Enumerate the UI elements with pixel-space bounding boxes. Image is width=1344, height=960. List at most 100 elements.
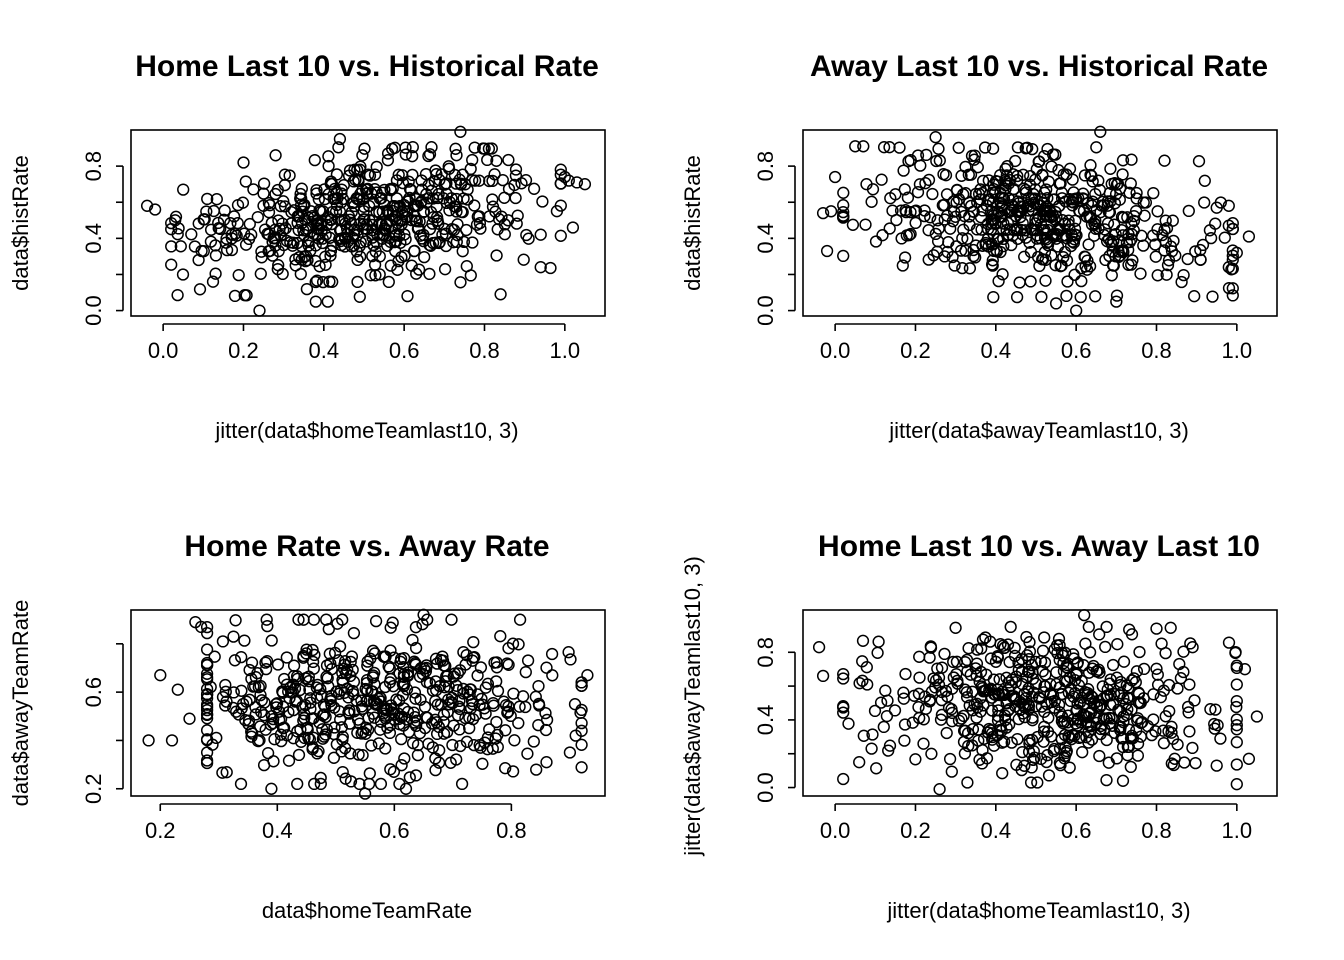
scatter-point bbox=[247, 183, 260, 196]
scatter-point bbox=[897, 164, 910, 177]
scatter-point bbox=[1078, 250, 1091, 263]
scatter-point bbox=[837, 706, 850, 719]
scatter-point bbox=[828, 170, 842, 184]
scatter-point bbox=[546, 669, 559, 682]
scatter-point bbox=[324, 657, 337, 670]
scatter-point bbox=[254, 688, 267, 702]
scatter-point bbox=[943, 752, 957, 766]
scatter-point bbox=[433, 236, 446, 249]
scatter-point bbox=[1113, 249, 1127, 262]
scatter-point bbox=[512, 716, 525, 730]
scatter-point bbox=[879, 684, 892, 697]
scatter-point bbox=[1111, 638, 1124, 651]
scatter-point bbox=[1175, 275, 1188, 289]
x-axis-label: jitter(data$awayTeamlast10, 3) bbox=[888, 418, 1189, 443]
scatter-point bbox=[335, 721, 348, 734]
scatter-point bbox=[1012, 712, 1025, 726]
scatter-point bbox=[1068, 268, 1081, 281]
scatter-point bbox=[904, 227, 917, 241]
scatter-point bbox=[918, 204, 931, 217]
scatter-point bbox=[165, 258, 178, 271]
scatter-point bbox=[334, 713, 347, 726]
scatter-point bbox=[1078, 608, 1091, 622]
scatter-point bbox=[945, 715, 959, 728]
scatter-point bbox=[1055, 646, 1069, 660]
scatter-point bbox=[366, 214, 379, 227]
scatter-point bbox=[463, 721, 476, 735]
scatter-point bbox=[1069, 214, 1082, 227]
scatter-point bbox=[1008, 224, 1021, 237]
scatter-point bbox=[447, 719, 460, 732]
scatter-point bbox=[874, 696, 888, 709]
scatter-point bbox=[1038, 705, 1051, 718]
scatter-point bbox=[563, 746, 577, 759]
scatter-point bbox=[351, 275, 364, 289]
scatter-point bbox=[846, 218, 860, 231]
scatter-point bbox=[545, 647, 559, 661]
scatter-point bbox=[208, 650, 221, 663]
scatter-point bbox=[260, 655, 274, 668]
y-axis: 0.0 0.4 0.8 bbox=[753, 151, 796, 326]
scatter-point bbox=[1094, 727, 1107, 741]
scatter-point bbox=[1023, 645, 1037, 658]
scatter-point bbox=[307, 662, 320, 675]
scatter-point bbox=[1053, 706, 1066, 719]
scatter-point bbox=[1110, 671, 1124, 684]
scatter-point bbox=[451, 218, 464, 231]
scatter-point bbox=[1041, 725, 1055, 738]
scatter-point bbox=[260, 613, 273, 626]
scatter-point bbox=[575, 761, 588, 774]
scatter-point bbox=[1062, 214, 1075, 227]
scatter-point bbox=[978, 684, 991, 698]
scatter-point bbox=[1067, 196, 1080, 209]
scatter-point bbox=[994, 186, 1007, 200]
scatter-point bbox=[412, 263, 426, 276]
scatter-point bbox=[1125, 703, 1138, 716]
scatter-point bbox=[423, 148, 437, 161]
scatter-point bbox=[468, 650, 481, 664]
scatter-point bbox=[884, 192, 897, 205]
scatter-point bbox=[378, 183, 391, 197]
scatter-point bbox=[177, 183, 190, 196]
scatter-point bbox=[309, 295, 322, 308]
y-axis: 0.0 0.4 0.8 bbox=[81, 151, 124, 326]
scatter-point bbox=[1242, 752, 1256, 765]
scatter-point bbox=[292, 613, 305, 626]
scatter-point bbox=[450, 753, 463, 766]
scatter-point bbox=[409, 657, 422, 670]
scatter-point bbox=[521, 747, 534, 760]
scatter-point bbox=[460, 223, 473, 237]
scatter-point bbox=[530, 763, 543, 776]
scatter-point bbox=[376, 205, 389, 218]
scatter-point bbox=[1155, 637, 1168, 650]
y-tick-label: 0.4 bbox=[81, 223, 106, 254]
scatter-point bbox=[268, 223, 282, 236]
scatter-point bbox=[370, 236, 383, 249]
scatter-point bbox=[376, 186, 389, 199]
scatter-point bbox=[283, 169, 296, 182]
scatter-point bbox=[268, 232, 282, 245]
scatter-point bbox=[451, 709, 465, 722]
scatter-point bbox=[926, 187, 939, 201]
scatter-point bbox=[1034, 655, 1048, 668]
scatter-point bbox=[332, 141, 345, 154]
scatter-point bbox=[507, 687, 520, 700]
scatter-point bbox=[982, 240, 995, 253]
scatter-point bbox=[320, 613, 333, 626]
scatter-point bbox=[467, 738, 481, 752]
scatter-point bbox=[468, 174, 482, 187]
scatter-point bbox=[979, 631, 992, 644]
scatter-point bbox=[937, 168, 950, 181]
scatter-point bbox=[562, 646, 575, 659]
scatter-point bbox=[227, 630, 240, 643]
scatter-point bbox=[471, 669, 484, 682]
scatter-point bbox=[359, 721, 373, 734]
scatter-point bbox=[1053, 199, 1066, 213]
scatter-point bbox=[949, 621, 962, 634]
scatter-point bbox=[1121, 703, 1134, 716]
scatter-point bbox=[210, 731, 223, 745]
scatter-point bbox=[312, 222, 326, 235]
scatter-point bbox=[499, 762, 512, 775]
scatter-point bbox=[1003, 205, 1016, 219]
scatter-point bbox=[366, 249, 379, 263]
